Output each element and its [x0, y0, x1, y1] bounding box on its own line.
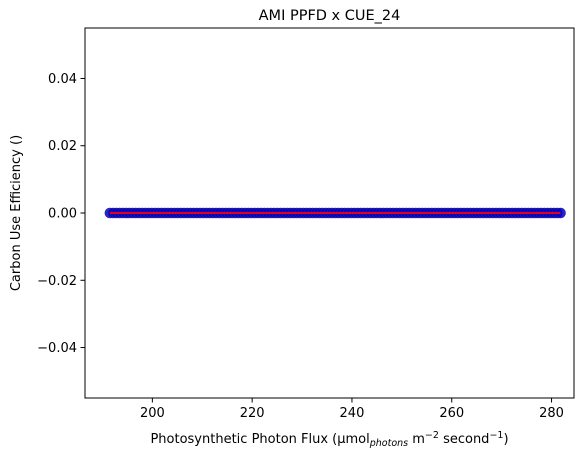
x-axis-title-unit-second: second [439, 432, 490, 447]
y-tick-label: 0.02 [48, 139, 77, 154]
x-tick-label: 220 [240, 406, 265, 421]
x-tick-label: 240 [340, 406, 365, 421]
x-axis-title-subscript: photons [369, 438, 408, 449]
y-axis-title: Carbon Use Efficiency () [9, 135, 24, 291]
y-axis-ticks: −0.04 −0.02 0.00 0.02 0.04 [37, 72, 85, 356]
x-axis-ticks: 200 220 240 260 280 [140, 398, 564, 421]
y-tick-label: −0.02 [37, 274, 77, 289]
x-tick-label: 260 [439, 406, 464, 421]
x-axis-title-close: ) [503, 432, 508, 447]
chart-title: AMI PPFD x CUE_24 [259, 8, 401, 24]
x-axis-title-main: Photosynthetic Photon Flux (µmol [150, 432, 369, 447]
x-axis-title-superscript-2: −1 [489, 430, 503, 441]
x-tick-label: 280 [539, 406, 564, 421]
x-axis-title-unit-m: m [408, 432, 425, 447]
x-axis-title-superscript-1: −2 [425, 430, 439, 441]
y-tick-label: 0.04 [48, 72, 77, 87]
x-axis-title: Photosynthetic Photon Flux (µmolphotons … [150, 430, 508, 449]
y-tick-label: −0.04 [37, 341, 77, 356]
y-tick-label: 0.00 [48, 207, 77, 222]
x-tick-label: 200 [140, 406, 165, 421]
